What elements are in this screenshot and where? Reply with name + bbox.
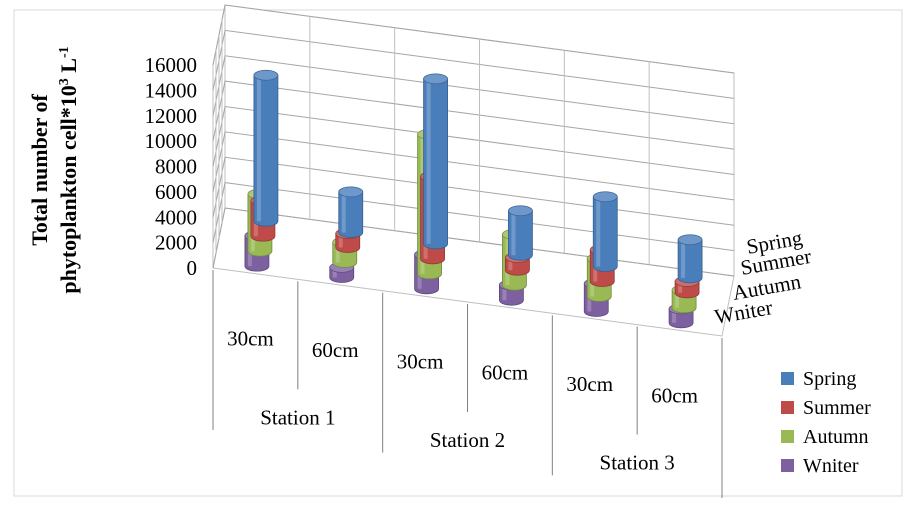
y-axis-title-unit-exponent: -1: [57, 46, 72, 58]
chart-walls: [212, 4, 735, 337]
chart-border: [13, 9, 903, 497]
cylinder-spring-2: [338, 186, 364, 238]
y-tick-label: 6000: [155, 180, 197, 204]
y-tick-label: 16000: [145, 53, 198, 77]
cylinder-highlight: [511, 210, 516, 256]
category-label: 60cm: [312, 338, 359, 362]
y-axis-title-line1: Total number of: [27, 94, 52, 246]
cylinder-highlight: [332, 267, 337, 278]
cylinder-highlight: [596, 196, 601, 267]
cylinder-highlight: [681, 239, 686, 278]
chart-cylinders: [244, 69, 703, 329]
y-tick-label: 10000: [145, 129, 198, 153]
legend-label-wniter: Wniter: [803, 455, 859, 477]
cylinder-highlight: [426, 78, 431, 244]
category-label: 30cm: [227, 327, 274, 351]
legend: Spring Summer Autumn Wniter: [781, 368, 871, 477]
cylinder-spring-6: [677, 234, 703, 284]
y-axis-title-unit: L: [56, 58, 81, 78]
category-label: 60cm: [651, 383, 698, 407]
station-label: Station 2: [430, 428, 505, 452]
cylinder-spring-1: [253, 69, 279, 227]
legend-swatch-summer: [781, 401, 794, 414]
cylinder-highlight: [678, 281, 683, 293]
station-label: Station 3: [600, 451, 675, 475]
cylinder-top: [677, 234, 703, 246]
category-label: 60cm: [482, 361, 529, 385]
cylinder-highlight: [675, 290, 680, 308]
cylinder-top: [508, 205, 533, 217]
legend-label-summer: Summer: [803, 397, 871, 419]
legend-swatch-wniter: [781, 459, 794, 472]
cylinder-highlight: [338, 233, 343, 248]
cylinder-spring-5: [592, 191, 618, 272]
cylinder-top: [338, 186, 364, 198]
cylinder-top: [253, 69, 279, 81]
y-tick-label: 14000: [145, 78, 198, 102]
cylinder-spring-4: [508, 205, 533, 261]
y-tick-label: 8000: [155, 155, 197, 179]
y-axis-title-exponent: 3: [57, 78, 72, 85]
cylinder-top: [423, 73, 448, 85]
legend-swatch-spring: [781, 372, 794, 385]
y-axis-title-text: phytoplankton cell*10: [56, 85, 81, 293]
cylinder-highlight: [672, 308, 677, 323]
legend-swatch-autumn: [781, 430, 794, 443]
cylinder-spring-3: [423, 73, 448, 250]
y-tick-label: 0: [187, 256, 198, 280]
legend-label-autumn: Autumn: [803, 426, 869, 448]
cylinder-highlight: [341, 191, 346, 233]
y-axis-title-line2: phytoplankton cell*103 L-1: [56, 46, 81, 293]
station-label: Station 1: [260, 405, 335, 429]
category-label: 30cm: [397, 349, 444, 373]
cylinder-highlight: [335, 242, 340, 263]
cylinder-highlight: [502, 284, 507, 301]
cylinder-top: [592, 191, 618, 203]
category-label: 30cm: [566, 372, 613, 396]
legend-label-spring: Spring: [803, 368, 856, 390]
cylinder-highlight: [256, 75, 261, 222]
y-tick-label: 4000: [155, 205, 197, 229]
y-tick-label: 2000: [155, 231, 197, 255]
y-tick-label: 12000: [145, 104, 198, 128]
cylinder-highlight: [508, 257, 513, 271]
